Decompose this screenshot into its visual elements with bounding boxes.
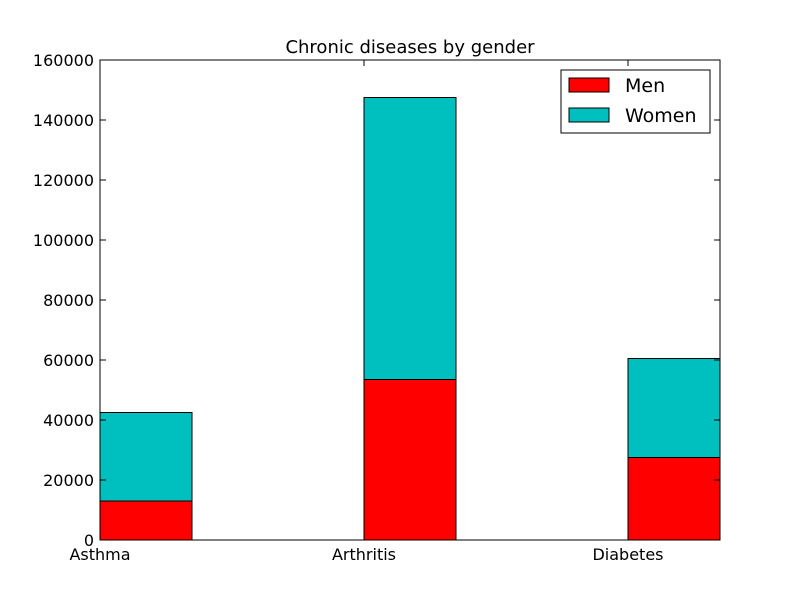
y-tick-label: 140000 — [33, 111, 94, 130]
y-tick-label: 120000 — [33, 171, 94, 190]
bar-women-diabetes — [627, 358, 721, 458]
y-tick-label: 20000 — [43, 471, 94, 490]
x-tick-label-arthritis: Arthritis — [332, 545, 396, 564]
y-tick-label: 0 — [84, 531, 94, 550]
bar-men-diabetes — [627, 457, 721, 541]
y-tick-label: 40000 — [43, 411, 94, 430]
y-tick-label: 60000 — [43, 351, 94, 370]
plot-frame — [99, 59, 721, 541]
legend-swatch-men — [568, 77, 610, 93]
legend-label-men: Men — [625, 75, 665, 97]
y-tick-label: 160000 — [33, 51, 94, 70]
legend-swatch-women — [568, 107, 610, 123]
bar-women-arthritis — [363, 97, 457, 380]
y-tick-label: 100000 — [33, 231, 94, 250]
x-tick-label-diabetes: Diabetes — [592, 545, 663, 564]
x-axis: Asthma Arthritis Diabetes — [69, 60, 664, 564]
bar-women-asthma — [99, 412, 193, 502]
bar-men-asthma — [99, 500, 193, 541]
bars-layer — [99, 97, 721, 541]
y-tick-label: 80000 — [43, 291, 94, 310]
bar-men-arthritis — [363, 379, 457, 541]
legend: Men Women — [560, 69, 711, 134]
x-tick-label-asthma: Asthma — [69, 545, 130, 564]
chart-title: Chronic diseases by gender — [285, 37, 535, 58]
legend-label-women: Women — [625, 105, 697, 127]
y-axis: 0 20000 40000 60000 80000 100000 120000 140000 1… — [33, 51, 720, 550]
